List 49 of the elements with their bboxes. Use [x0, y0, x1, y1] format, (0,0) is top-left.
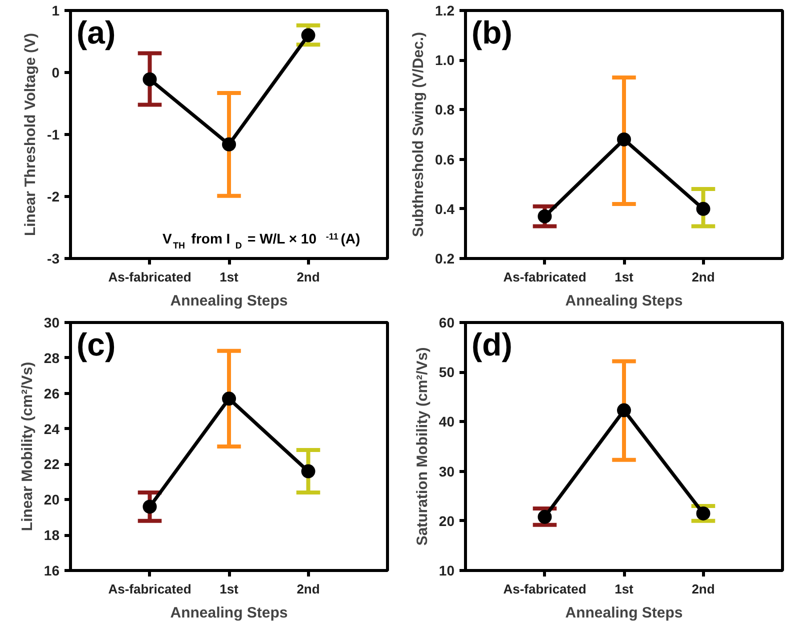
x-axis-title: Annealing Steps: [170, 604, 288, 622]
y-tick-label: 22: [44, 456, 60, 472]
y-tick-label: 26: [44, 385, 60, 402]
y-axis-title: Linear Threshold Voltage (V): [22, 32, 40, 236]
y-tick-label: 16: [44, 562, 60, 578]
y-tick-label: 30: [44, 314, 60, 330]
y-tick-label: 0.6: [435, 151, 455, 168]
y-tick-label: 0: [52, 64, 60, 80]
y-tick-label: 0.4: [435, 200, 455, 217]
y-tick-label: 18: [44, 527, 60, 544]
y-tick-label: 0.8: [435, 102, 455, 118]
y-tick-label: -1: [47, 126, 60, 142]
x-tick-label: As-fabricated: [108, 582, 192, 596]
x-tick-label: As-fabricated: [108, 270, 192, 284]
x-tick-label: 1st: [220, 270, 240, 284]
x-tick-label: 1st: [614, 582, 634, 596]
y-tick-label: 20: [438, 512, 455, 529]
x-axis-title: Annealing Steps: [565, 292, 683, 310]
x-tick-label: 1st: [220, 582, 240, 596]
chart-title: (a): [76, 14, 116, 50]
y-tick-label: 1.2: [435, 2, 455, 18]
y-tick-label: 24: [44, 420, 60, 437]
x-tick-label: 2nd: [296, 270, 320, 284]
y-tick-label: 40: [438, 414, 455, 430]
y-tick-label: -3: [47, 250, 60, 266]
y-axis-title: Linear Mobility (cm²/Vs): [18, 362, 36, 532]
y-tick-label: 0.2: [435, 250, 455, 266]
chart-title: (b): [472, 14, 512, 50]
x-axis-title: Annealing Steps: [565, 604, 683, 622]
x-tick-label: 2nd: [692, 582, 715, 596]
y-axis-title: Subthreshold Swing (V/Dec.): [410, 32, 428, 238]
x-tick-label: As-fabricated: [503, 270, 586, 284]
y-tick-label: 50: [438, 364, 455, 380]
y-tick-label: 20: [44, 492, 60, 508]
x-tick-label: 1st: [614, 270, 634, 284]
y-axis-title: Saturation Mobility (cm²/Vs): [414, 347, 431, 546]
y-tick-label: 1: [52, 2, 60, 18]
chart-title: (d): [472, 326, 512, 362]
y-tick-label: -2: [47, 188, 60, 204]
y-tick-label: 28: [44, 350, 60, 366]
y-tick-label: 60: [438, 314, 455, 330]
x-tick-label: 2nd: [692, 270, 715, 284]
y-tick-label: 30: [438, 463, 455, 480]
x-axis-title: Annealing Steps: [170, 292, 288, 310]
y-tick-label: 10: [438, 562, 455, 578]
y-tick-label: 1.0: [435, 52, 455, 68]
x-tick-label: As-fabricated: [503, 582, 586, 596]
x-tick-label: 2nd: [296, 582, 320, 596]
chart-title: (c): [76, 326, 116, 362]
